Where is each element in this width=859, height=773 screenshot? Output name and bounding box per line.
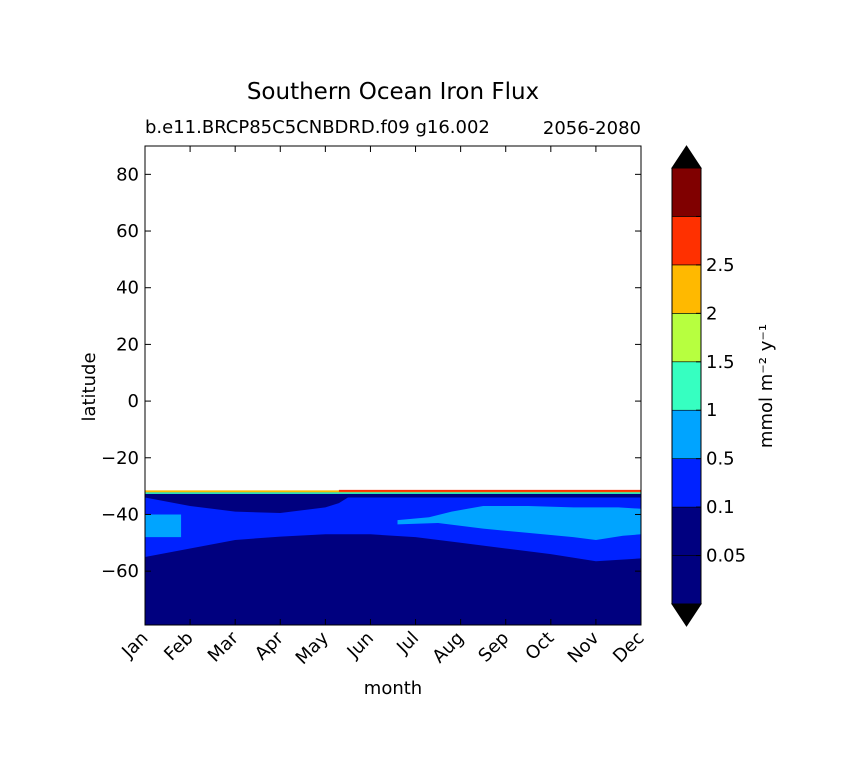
colorbar-swatch	[671, 167, 702, 217]
colorbar: 0.05 0.1 0.5 1 1.5 2 2.5	[671, 145, 746, 627]
flux-edge-strip-25	[338, 489, 641, 492]
flux-region-3	[397, 505, 641, 540]
y-tick-label: 0	[128, 391, 139, 412]
colorbar-swatch	[671, 506, 702, 556]
colorbar-extend-max	[671, 145, 702, 169]
colorbar-label: mmol m⁻² y⁻¹	[756, 324, 777, 448]
x-tick-label: Apr	[251, 627, 288, 664]
colorbar-tick-label: 2	[706, 303, 717, 324]
colorbar-swatch	[671, 458, 702, 508]
x-tick-label: Jun	[343, 628, 378, 663]
colorbar-tick-label: 0.5	[706, 449, 735, 470]
colorbar-tick-label: 1.5	[706, 352, 735, 373]
colorbar-swatch	[671, 409, 702, 459]
x-tick-label: May	[292, 627, 333, 668]
colorbar-swatch	[671, 216, 702, 266]
x-tick-label: Aug	[428, 628, 468, 668]
chart-subtitle-case: b.e11.BRCP85C5CNBDRD.f09 g16.002	[145, 117, 490, 138]
x-tick-label: Jan	[117, 628, 152, 663]
x-tick-label: Sep	[474, 628, 513, 667]
colorbar-swatch	[671, 555, 702, 605]
chart-subtitle-years: 2056-2080	[543, 118, 641, 139]
colorbar-tick-label: 0.1	[706, 497, 735, 518]
x-tick-label: Mar	[204, 627, 243, 666]
x-axis-label: month	[364, 678, 422, 699]
y-axis: 80 60 40 20 0 −20 −40 −60	[101, 164, 641, 582]
x-tick-label: Dec	[609, 628, 648, 667]
y-tick-label: −40	[101, 504, 139, 525]
flux-edge-strip-1	[145, 492, 641, 494]
chart-title: Southern Ocean Iron Flux	[247, 79, 539, 105]
y-axis-label: latitude	[79, 352, 100, 421]
colorbar-tick-label: 1	[706, 400, 717, 421]
y-tick-label: 60	[116, 221, 139, 242]
colorbar-extend-min	[671, 603, 702, 627]
y-tick-label: 40	[116, 278, 139, 299]
colorbar-swatch	[671, 361, 702, 411]
colorbar-tick-label: 0.05	[706, 546, 746, 567]
y-tick-label: 20	[116, 334, 139, 355]
colorbar-swatch	[671, 313, 702, 363]
plot-frame	[144, 145, 642, 626]
x-tick-label: Jul	[392, 628, 423, 659]
colorbar-tick-label: 2.5	[706, 255, 735, 276]
plot-area	[144, 145, 642, 626]
x-tick-label: Oct	[521, 628, 558, 665]
y-tick-label: −60	[101, 561, 139, 582]
flux-region-2	[145, 514, 182, 538]
flux-field	[145, 489, 641, 625]
y-tick-label: 80	[116, 164, 139, 185]
colorbar-frame	[671, 167, 702, 605]
x-tick-label: Nov	[564, 627, 604, 667]
x-tick-label: Feb	[160, 628, 197, 665]
y-tick-label: −20	[101, 448, 139, 469]
colorbar-swatch	[671, 264, 702, 314]
